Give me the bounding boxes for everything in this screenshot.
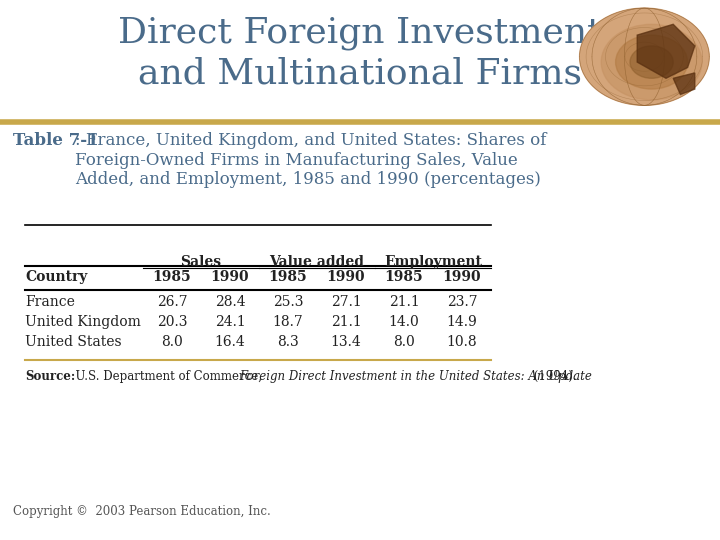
Text: Foreign Direct Investment in the United States: An Update: Foreign Direct Investment in the United … [239,370,592,383]
Text: 20.3: 20.3 [157,315,187,329]
Text: (1994).: (1994). [530,370,576,383]
Text: Copyright ©  2003 Pearson Education, Inc.: Copyright © 2003 Pearson Education, Inc. [13,505,271,518]
Text: Sales: Sales [181,255,222,269]
Text: 21.1: 21.1 [330,315,361,329]
Circle shape [616,35,688,89]
Text: 1985: 1985 [269,270,307,284]
Text: Value added: Value added [269,255,364,269]
Polygon shape [673,73,695,94]
Text: Source:: Source: [25,370,76,383]
Text: 1985: 1985 [153,270,192,284]
Circle shape [630,46,673,78]
Text: 16.4: 16.4 [215,335,246,349]
Polygon shape [637,24,695,78]
Text: 1990: 1990 [211,270,249,284]
Text: Direct Foreign Investment
and Multinational Firms: Direct Foreign Investment and Multinatio… [118,16,602,91]
Text: United States: United States [25,335,122,349]
Text: Employment: Employment [384,255,482,269]
Text: 1990: 1990 [443,270,481,284]
Text: 18.7: 18.7 [273,315,303,329]
Text: 23.7: 23.7 [446,295,477,309]
Text: 8.3: 8.3 [277,335,299,349]
Text: France: France [25,295,75,309]
Text: : France, United Kingdom, and United States: Shares of
Foreign-Owned Firms in Ma: : France, United Kingdom, and United Sta… [75,132,546,188]
Text: 13.4: 13.4 [330,335,361,349]
Text: U.S. Department of Commerce,: U.S. Department of Commerce, [68,370,266,383]
Text: 14.9: 14.9 [446,315,477,329]
Text: 10.8: 10.8 [446,335,477,349]
Circle shape [580,8,709,105]
Text: 26.7: 26.7 [157,295,187,309]
Text: 27.1: 27.1 [330,295,361,309]
Text: 1990: 1990 [327,270,365,284]
Text: United Kingdom: United Kingdom [25,315,141,329]
Text: 28.4: 28.4 [215,295,246,309]
Circle shape [601,24,702,100]
Text: 21.1: 21.1 [389,295,419,309]
Text: Country: Country [25,270,87,284]
Text: 8.0: 8.0 [161,335,183,349]
Text: 1985: 1985 [384,270,423,284]
Text: 24.1: 24.1 [215,315,246,329]
Text: 25.3: 25.3 [273,295,303,309]
Text: 14.0: 14.0 [389,315,419,329]
Text: Table 7-1: Table 7-1 [13,132,99,149]
Text: 8.0: 8.0 [393,335,415,349]
